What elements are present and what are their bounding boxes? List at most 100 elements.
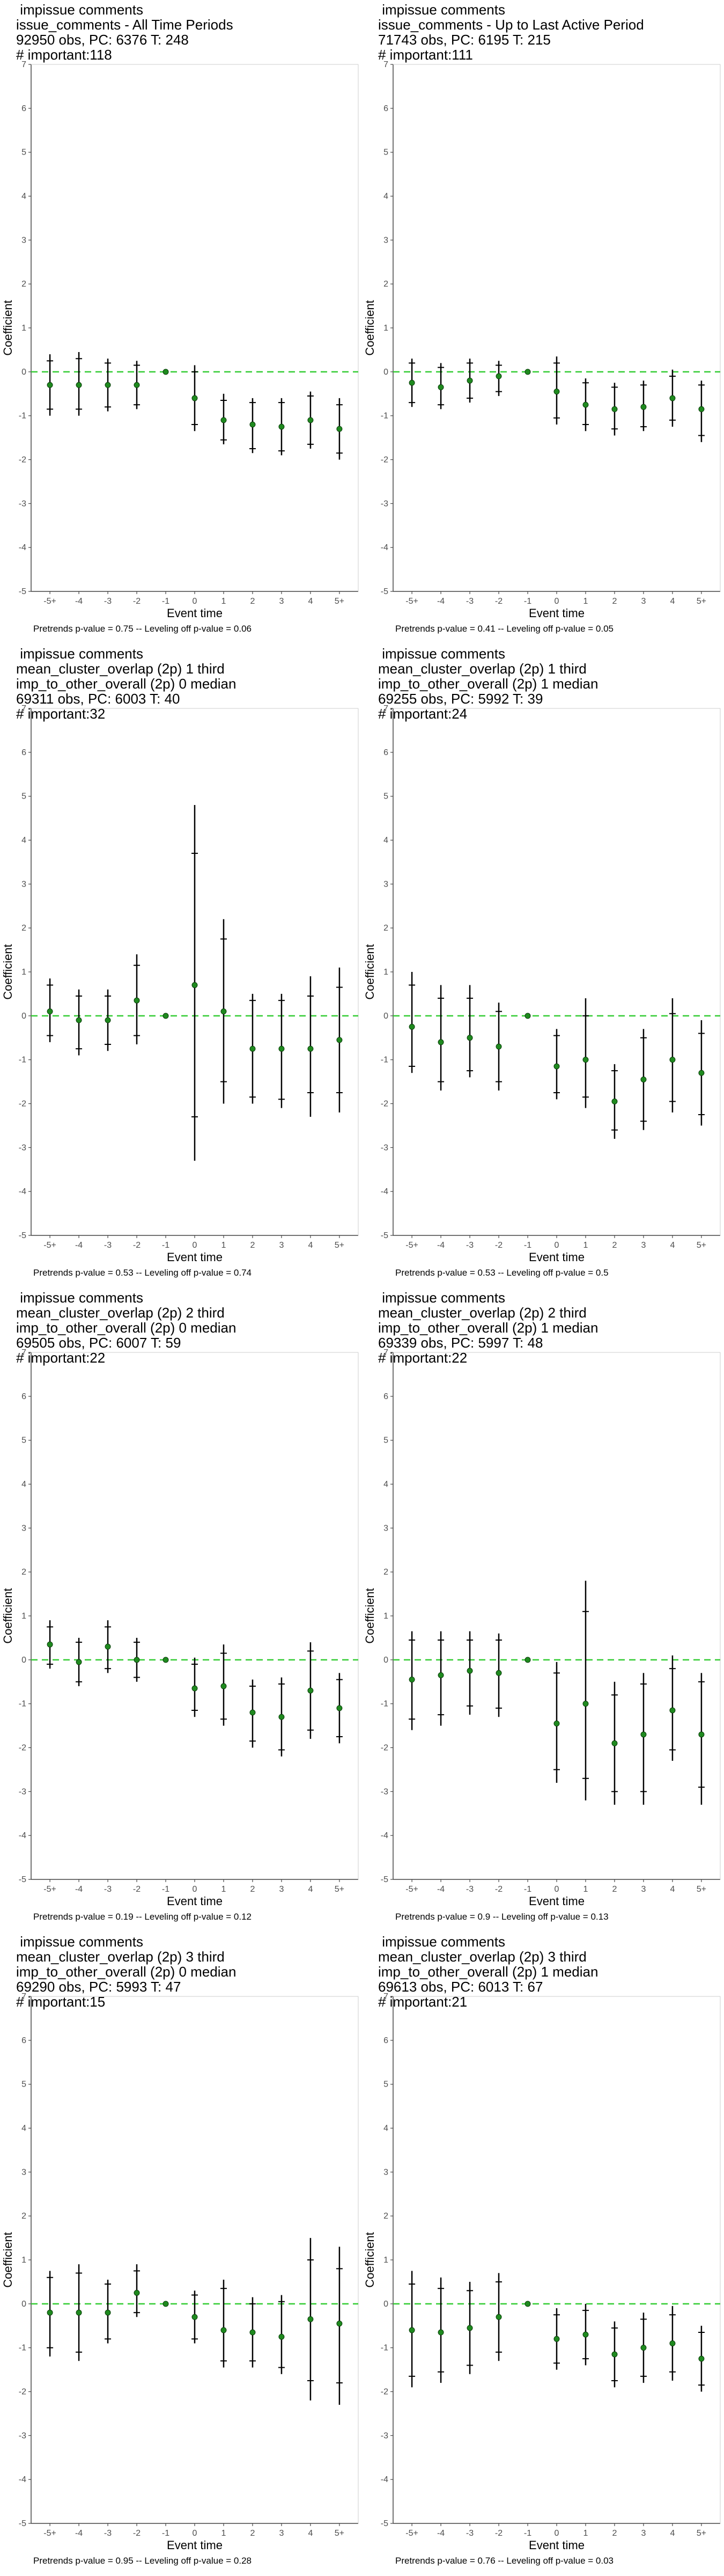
- x-tick-label: 5+: [697, 1885, 706, 1894]
- x-tick-label: -1: [524, 1241, 531, 1250]
- chart-title-line: imp_to_other_overall (2p) 0 median: [16, 1320, 237, 1336]
- x-tick-label: 1: [583, 2529, 588, 2538]
- y-tick-label: -4: [19, 1831, 26, 1840]
- estimate-point: [640, 1076, 647, 1082]
- chart-title-line: mean_cluster_overlap (2p) 3 third: [16, 1949, 225, 1965]
- x-tick-label: 0: [193, 1241, 197, 1250]
- estimate-point: [278, 423, 285, 430]
- estimate-point: [105, 1643, 111, 1650]
- y-tick-label: -1: [19, 2344, 26, 2353]
- y-tick-label: 3: [383, 236, 388, 245]
- chart-title-line: mean_cluster_overlap (2p) 2 third: [378, 1305, 587, 1321]
- estimate-point: [409, 1677, 415, 1683]
- x-tick-label: 2: [250, 597, 255, 606]
- chart-title: impissue comments mean_cluster_overlap (2…: [16, 646, 236, 721]
- chart-title-line: # important:32: [16, 706, 106, 722]
- y-tick-label: -3: [381, 1787, 388, 1796]
- estimate-point: [524, 1657, 531, 1663]
- chart-title-line: impissue comments: [16, 1934, 143, 1950]
- y-tick-label: -3: [19, 499, 26, 508]
- estimate-point: [76, 1659, 82, 1665]
- x-tick-label: 1: [583, 597, 588, 606]
- y-tick-label: 5: [21, 792, 26, 801]
- x-tick-label: 3: [641, 2529, 646, 2538]
- x-tick-label: -2: [133, 1241, 141, 1250]
- chart-plot: -5 -4 -3 -2 -1 0 1 2 3 4 5 6 7 -5+ -4 -3 -2 -1 0 1 2 3 4 5+ Even…: [363, 1348, 721, 1908]
- chart-panel: impissue comments mean_cluster_overlap (2…: [0, 1932, 362, 2576]
- estimate-point: [438, 384, 444, 390]
- y-tick-label: 5: [383, 2080, 388, 2089]
- y-tick-label: -3: [381, 1143, 388, 1152]
- x-tick-label: 2: [612, 1885, 617, 1894]
- y-tick-label: -5: [19, 1231, 26, 1240]
- x-tick-label: 5+: [335, 1885, 344, 1894]
- x-axis-label: Event time: [167, 606, 223, 620]
- y-tick-label: -4: [381, 1831, 388, 1840]
- x-tick-label: -1: [162, 1885, 169, 1894]
- estimate-point: [76, 1017, 82, 1023]
- estimate-point: [496, 1670, 502, 1676]
- estimate-point: [76, 2309, 82, 2316]
- estimate-point: [162, 369, 169, 375]
- y-tick-label: 4: [383, 2124, 388, 2133]
- x-axis-label: Event time: [529, 1894, 585, 1908]
- chart-plot: -5 -4 -3 -2 -1 0 1 2 3 4 5 6 7 -5+ -4 -3 -2 -1 0 1 2 3 4 5+ Even…: [363, 60, 721, 620]
- y-tick-label: 6: [383, 1392, 388, 1401]
- y-tick-label: 1: [21, 324, 26, 333]
- x-tick-label: 5+: [697, 1241, 706, 1250]
- estimate-point: [496, 373, 502, 379]
- y-tick-label: -4: [19, 2475, 26, 2484]
- estimate-point: [640, 404, 647, 410]
- y-tick-label: -4: [381, 2475, 388, 2484]
- estimate-point: [47, 382, 53, 388]
- estimate-point: [582, 1057, 589, 1063]
- chart-title-line: issue_comments - All Time Periods: [16, 17, 233, 33]
- x-tick-label: -4: [75, 1241, 83, 1250]
- y-axis-label: Coefficient: [363, 1588, 376, 1644]
- y-tick-label: 2: [383, 280, 388, 289]
- estimate-point: [669, 1057, 676, 1063]
- y-tick-label: -1: [19, 1700, 26, 1709]
- chart-panel: impissue comments mean_cluster_overlap (2…: [0, 1288, 362, 1932]
- estimate-point: [307, 417, 314, 423]
- x-tick-label: 4: [308, 597, 313, 606]
- y-axis-label: Coefficient: [1, 944, 14, 1000]
- estimate-point: [467, 1667, 473, 1674]
- y-tick-label: -2: [381, 1744, 388, 1753]
- chart-title-line: # important:22: [378, 1350, 468, 1366]
- chart-title-line: impissue comments: [378, 1290, 505, 1306]
- chart-footnote: Pretrends p-value = 0.76 -- Leveling off…: [395, 2556, 614, 2566]
- x-axis-label: Event time: [529, 606, 585, 620]
- estimate-point: [409, 1023, 415, 1030]
- y-tick-label: -4: [19, 543, 26, 552]
- y-tick-label: 0: [383, 1656, 388, 1665]
- estimate-point: [409, 379, 415, 386]
- x-tick-label: 0: [555, 2529, 559, 2538]
- chart-title: impissue comments mean_cluster_overlap (2…: [378, 646, 598, 721]
- y-tick-label: -3: [381, 2431, 388, 2440]
- x-tick-label: -5+: [405, 597, 418, 606]
- chart-plot: -5 -4 -3 -2 -1 0 1 2 3 4 5 6 7 -5+ -4 -3 -2 -1 0 1 2 3 4 5+ Even…: [1, 60, 359, 620]
- x-tick-label: 5+: [697, 2529, 706, 2538]
- chart-plot: -5 -4 -3 -2 -1 0 1 2 3 4 5 6 7 -5+ -4 -3 -2 -1 0 1 2 3 4 5+ Even…: [1, 1348, 359, 1908]
- x-tick-label: -5+: [405, 2529, 418, 2538]
- y-tick-label: 1: [21, 2256, 26, 2265]
- estimate-point: [496, 1043, 502, 1050]
- y-tick-label: 7: [383, 60, 388, 69]
- estimate-point: [249, 421, 256, 428]
- y-tick-label: 3: [383, 2168, 388, 2177]
- chart-footnote: Pretrends p-value = 0.53 -- Leveling off…: [33, 1268, 252, 1278]
- chart-title-line: mean_cluster_overlap (2p) 1 third: [378, 661, 587, 677]
- y-tick-label: 5: [21, 148, 26, 157]
- chart-title-line: impissue comments: [378, 2, 505, 18]
- estimate-point: [553, 1063, 560, 1070]
- y-tick-label: -2: [381, 1100, 388, 1109]
- y-tick-label: 1: [383, 324, 388, 333]
- y-tick-label: 2: [383, 2212, 388, 2221]
- estimate-point: [438, 2329, 444, 2336]
- estimate-point: [249, 2329, 256, 2336]
- estimate-point: [191, 395, 198, 401]
- chart-title-line: imp_to_other_overall (2p) 0 median: [16, 676, 237, 692]
- chart-title-line: # important:21: [378, 1994, 468, 2010]
- chart-panel: impissue comments issue_comments - All Ti…: [0, 0, 362, 644]
